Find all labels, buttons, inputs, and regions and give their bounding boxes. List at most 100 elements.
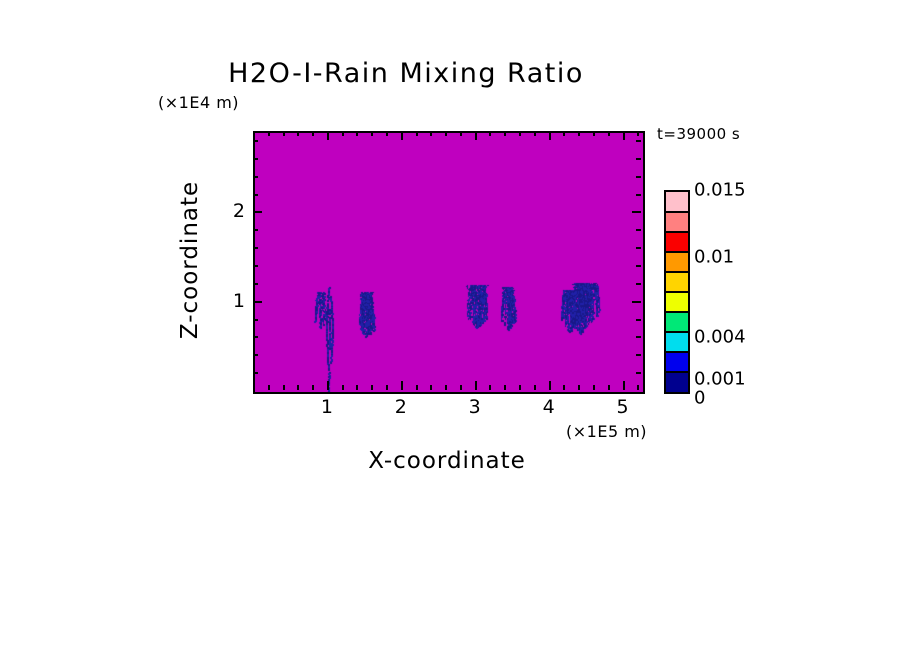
x-tick-top bbox=[445, 131, 448, 136]
x-tick-top bbox=[326, 131, 329, 140]
y-tick bbox=[253, 247, 258, 250]
y-tick-right bbox=[636, 229, 641, 232]
y-axis-unit-label: (×1E4 m) bbox=[158, 93, 240, 112]
colorbar-band bbox=[666, 192, 688, 212]
y-tick bbox=[253, 372, 258, 375]
colorbar-band bbox=[666, 272, 688, 292]
x-tick bbox=[282, 385, 285, 390]
x-tick bbox=[415, 385, 418, 390]
colorbar-separator bbox=[666, 251, 688, 253]
y-tick-right bbox=[636, 318, 641, 321]
colorbar-band bbox=[666, 232, 688, 252]
y-tick bbox=[253, 318, 258, 321]
y-tick bbox=[253, 282, 258, 285]
x-axis-unit-label: (×1E5 m) bbox=[566, 422, 648, 441]
colorbar-separator bbox=[666, 291, 688, 293]
colorbar-band bbox=[666, 332, 688, 352]
colorbar-separator bbox=[666, 371, 688, 373]
colorbar-separator bbox=[666, 351, 688, 353]
y-tick-right bbox=[636, 247, 641, 250]
x-tick bbox=[326, 381, 329, 390]
chart-title-text: H2O-I-Rain Mixing Ratio bbox=[228, 58, 584, 89]
x-tick bbox=[430, 385, 433, 390]
y-tick-right bbox=[636, 282, 641, 285]
y-axis-title: Z-coordinate bbox=[177, 180, 203, 340]
x-tick-top bbox=[622, 131, 625, 140]
colorbar-tick-label: 0.001 bbox=[694, 368, 746, 390]
colorbar-band bbox=[666, 372, 688, 392]
x-tick bbox=[267, 385, 270, 390]
x-tick-top bbox=[267, 131, 270, 136]
colorbar-separator bbox=[666, 311, 688, 313]
x-tick bbox=[637, 385, 640, 390]
x-tick bbox=[445, 385, 448, 390]
x-tick bbox=[563, 385, 566, 390]
x-tick-top bbox=[282, 131, 285, 136]
x-tick-top bbox=[563, 131, 566, 136]
x-tick bbox=[356, 385, 359, 390]
x-tick-top bbox=[459, 131, 462, 136]
x-tick-top bbox=[578, 131, 581, 136]
x-tick bbox=[312, 385, 315, 390]
x-tick bbox=[592, 385, 595, 390]
x-tick bbox=[548, 381, 551, 390]
x-tick-top bbox=[341, 131, 344, 136]
x-tick bbox=[459, 385, 462, 390]
x-tick bbox=[297, 385, 300, 390]
x-tick bbox=[474, 381, 477, 390]
colorbar-band bbox=[666, 212, 688, 232]
x-tick-label: 2 bbox=[394, 396, 407, 418]
x-tick bbox=[371, 385, 374, 390]
y-tick-label: 1 bbox=[232, 289, 245, 312]
x-tick-top bbox=[371, 131, 374, 136]
x-tick bbox=[489, 385, 492, 390]
colorbar-tick-label: 0 bbox=[694, 387, 706, 409]
x-tick-top bbox=[489, 131, 492, 136]
colorbar-band bbox=[666, 312, 688, 332]
x-tick bbox=[578, 385, 581, 390]
colorbar-separator bbox=[666, 331, 688, 333]
y-tick bbox=[253, 264, 258, 267]
y-tick bbox=[253, 300, 262, 303]
y-tick bbox=[253, 193, 258, 196]
y-tick-right bbox=[636, 336, 641, 339]
x-tick-label: 5 bbox=[616, 396, 629, 418]
y-tick-right bbox=[636, 372, 641, 375]
y-tick bbox=[253, 157, 258, 160]
y-tick-label: 2 bbox=[232, 200, 245, 223]
x-tick-label: 1 bbox=[320, 396, 333, 418]
time-annotation: t=39000 s bbox=[657, 125, 741, 143]
y-tick-right bbox=[636, 175, 641, 178]
colorbar-band bbox=[666, 252, 688, 272]
y-tick-right bbox=[636, 139, 641, 142]
heatmap-canvas bbox=[255, 133, 643, 392]
y-tick bbox=[253, 139, 258, 142]
colorbar-separator bbox=[666, 211, 688, 213]
x-tick bbox=[519, 385, 522, 390]
x-tick-top bbox=[474, 131, 477, 140]
x-tick bbox=[607, 385, 610, 390]
y-tick-right bbox=[632, 300, 641, 303]
x-tick-label: 3 bbox=[468, 396, 481, 418]
plot-area bbox=[253, 131, 645, 394]
colorbar-band bbox=[666, 292, 688, 312]
x-tick bbox=[622, 381, 625, 390]
y-tick-right bbox=[636, 264, 641, 267]
x-tick bbox=[533, 385, 536, 390]
x-tick-top bbox=[607, 131, 610, 136]
x-tick-top bbox=[592, 131, 595, 136]
y-tick bbox=[253, 175, 258, 178]
x-tick-top bbox=[386, 131, 389, 136]
colorbar bbox=[664, 190, 690, 394]
colorbar-separator bbox=[666, 231, 688, 233]
x-tick-top bbox=[637, 131, 640, 136]
x-tick-label: 4 bbox=[542, 396, 555, 418]
x-tick-top bbox=[297, 131, 300, 136]
x-tick bbox=[341, 385, 344, 390]
x-tick-top bbox=[504, 131, 507, 136]
y-tick-right bbox=[636, 193, 641, 196]
y-tick bbox=[253, 211, 262, 214]
x-tick-top bbox=[430, 131, 433, 136]
x-tick bbox=[504, 385, 507, 390]
